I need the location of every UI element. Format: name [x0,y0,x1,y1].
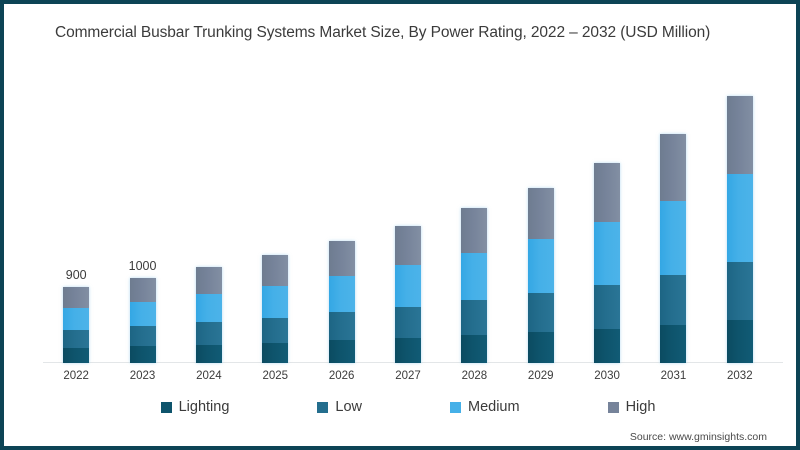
bar-segment-high[interactable] [328,241,355,276]
bar-segment-low[interactable] [660,274,687,325]
bar-segment-high[interactable] [726,96,753,175]
bar-segment-lighting[interactable] [63,348,90,363]
bar-segment-low[interactable] [594,284,621,329]
x-axis-tick-label: 2027 [395,370,421,382]
bar-segment-medium[interactable] [461,252,488,301]
bar-segment-medium[interactable] [63,308,90,330]
page-title: Commercial Busbar Trunking Systems Marke… [55,24,711,41]
bar-segment-low[interactable] [195,322,222,345]
x-axis-tick-label: 2022 [63,370,89,382]
bar-segment-lighting[interactable] [660,324,687,363]
chart-legend: Lighting Low Medium High [43,399,773,415]
bar-segment-high[interactable] [461,208,488,253]
stacked-bar[interactable] [527,187,554,363]
bar-segment-high[interactable] [195,266,222,295]
x-axis-tick-label: 2030 [594,370,620,382]
stacked-bar[interactable] [726,96,753,363]
bar-segment-high[interactable] [262,255,289,286]
bar-segment-medium[interactable] [726,174,753,262]
bar-segment-low[interactable] [63,329,90,349]
bar-group [644,57,702,363]
bar-segment-lighting[interactable] [726,319,753,363]
bar-segment-medium[interactable] [660,200,687,275]
bar-group [246,57,304,363]
stacked-bar[interactable] [395,225,421,363]
legend-swatch-icon [317,401,329,413]
bar-group [711,57,769,363]
x-axis-tick-label: 2029 [527,370,554,382]
bar-segment-low[interactable] [262,317,289,343]
bar-segment-low[interactable] [395,306,421,338]
x-axis-tick-label: 2032 [727,370,753,382]
bar-segment-high[interactable] [63,286,90,309]
stacked-bar[interactable] [594,163,621,363]
legend-label: High [625,399,656,415]
legend-item-medium[interactable]: Medium [450,399,520,415]
bar-segment-medium[interactable] [129,301,156,327]
legend-item-low[interactable]: Low [317,399,362,415]
bar-group [512,57,570,363]
bar-segment-low[interactable] [461,300,488,336]
legend-item-lighting[interactable]: Lighting [160,399,230,415]
bar-segment-medium[interactable] [262,285,289,318]
legend-swatch-icon [450,401,461,413]
bar-segment-lighting[interactable] [527,332,554,363]
bar-segment-low[interactable] [129,326,156,347]
stacked-bar[interactable] [262,255,289,363]
stacked-bar[interactable]: 1000 [129,259,156,363]
bar-segment-lighting[interactable] [395,337,421,363]
bar-segment-lighting[interactable] [461,335,488,363]
source-attribution: Source: www.gminsights.com [629,431,767,443]
bar-segment-medium[interactable] [328,275,355,313]
bar-segment-medium[interactable] [594,221,621,285]
bar-segment-high[interactable] [395,225,421,265]
bar-segment-low[interactable] [726,261,753,320]
bar-segment-medium[interactable] [527,238,554,294]
bar-group [313,57,371,363]
legend-label: Medium [468,399,520,415]
bar-segment-high[interactable] [527,187,554,239]
x-axis-tick-label: 2024 [196,370,222,382]
bar-segment-high[interactable] [594,163,621,222]
bar-segment-lighting[interactable] [328,340,355,363]
x-axis-tick-label: 2026 [328,370,355,382]
x-axis-tick-label: 2023 [129,370,156,382]
bar-segment-low[interactable] [328,312,355,341]
bar-group: 1000 [114,57,172,363]
stacked-bar[interactable] [461,208,488,363]
x-axis-tick-label: 2031 [660,370,687,382]
x-axis-tick-label: 2028 [461,370,488,382]
legend-swatch-icon [160,401,172,413]
bar-segment-high[interactable] [129,278,156,302]
x-axis-tick-label: 2025 [262,370,289,382]
bar-group [445,57,503,363]
bar-segment-low[interactable] [527,293,554,333]
bar-segment-lighting[interactable] [594,329,621,363]
bar-group [578,57,636,363]
bar-segment-medium[interactable] [395,264,421,307]
stacked-bar[interactable] [195,266,222,363]
legend-label: Lighting [178,399,230,415]
stacked-bar[interactable] [660,133,687,363]
bar-group [180,57,238,363]
stacked-bar[interactable] [328,241,355,363]
stacked-bar[interactable]: 900 [63,268,90,363]
bar-segment-high[interactable] [660,133,687,201]
bar-group: 900 [47,57,105,363]
bar-value-label: 1000 [128,259,157,274]
bar-group [379,57,437,363]
bar-segment-medium[interactable] [195,294,222,323]
legend-swatch-icon [607,401,619,413]
bar-value-label: 900 [65,267,87,282]
legend-item-high[interactable]: High [607,399,656,415]
bar-segment-lighting[interactable] [129,346,156,363]
bar-segment-lighting[interactable] [262,342,289,363]
chart-card-inner: Commercial Busbar Trunking Systems Marke… [7,7,793,443]
legend-label: Low [335,399,362,415]
plot-area: 900 1000 [43,57,773,363]
bar-segment-lighting[interactable] [195,344,222,363]
